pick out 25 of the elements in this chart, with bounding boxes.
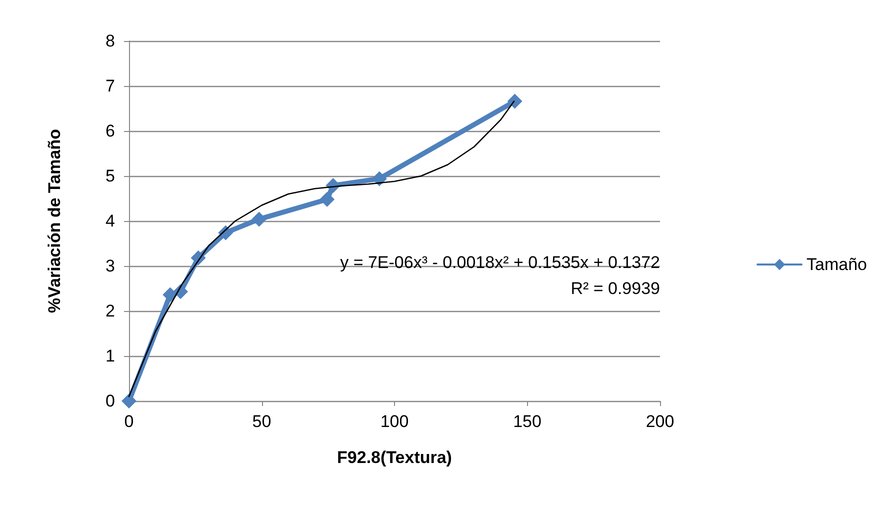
y-axis-title: %Variación de Tamaño [45,129,64,313]
y-tick-label: 5 [106,166,115,186]
y-tick-label: 2 [106,302,115,320]
y-tick-label: 3 [106,256,115,276]
annotation: y = 7E-06x³ - 0.0018x² + 0.1535x + 0.1372 [340,253,660,272]
y-tick-label: 8 [106,32,115,50]
x-tick-label: 200 [646,412,674,431]
x-tick-label: 0 [124,412,134,431]
point [507,94,522,109]
point [122,394,136,408]
point [372,171,387,186]
y-tick-label: 0 [106,392,115,410]
y-tick-label: 6 [106,122,115,140]
y-tick-label: 1 [106,346,115,366]
y-tick-label: 4 [106,212,115,230]
point [320,192,335,207]
point [252,212,267,227]
legend-label: Tamaño [806,255,868,274]
annotation: R² = 0.9939 [570,279,660,298]
x-tick-label: 150 [513,412,542,431]
x-tick-label: 50 [252,412,272,431]
y-tick-label: 7 [106,76,115,96]
x-axis-title: F92.8(Textura) [337,448,452,467]
x-tick-label: 100 [380,412,409,431]
point [162,287,178,302]
